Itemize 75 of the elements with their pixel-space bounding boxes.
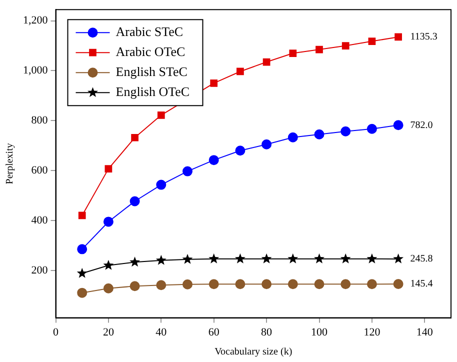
y-tick-label: 200 — [31, 264, 48, 276]
point — [235, 279, 246, 290]
point — [366, 253, 378, 264]
point — [366, 279, 377, 290]
x-tick-label: 100 — [311, 326, 328, 338]
legend-label: Arabic OTeC — [116, 44, 186, 60]
point — [261, 253, 272, 264]
x-tick-label: 120 — [364, 326, 381, 338]
point — [78, 212, 86, 220]
point — [182, 166, 192, 176]
point — [157, 111, 165, 119]
y-tick-label: 400 — [31, 214, 48, 226]
y-axis-title: Perplexity — [4, 143, 16, 184]
point — [76, 268, 88, 278]
point — [103, 216, 114, 227]
x-tick-label: 20 — [102, 326, 114, 338]
legend-label: English OTeC — [116, 84, 190, 100]
point — [262, 139, 272, 150]
point — [288, 279, 298, 290]
x-tick-label: 80 — [261, 326, 273, 338]
point — [130, 281, 140, 292]
point — [314, 253, 324, 264]
x-tick-label: 140 — [416, 326, 434, 338]
point — [289, 50, 297, 57]
point — [130, 256, 140, 267]
point — [340, 279, 351, 290]
point — [208, 279, 219, 290]
point — [182, 279, 192, 290]
point — [262, 279, 272, 290]
x-tick-label: 40 — [156, 326, 168, 338]
legend-label: Arabic STeC — [116, 24, 184, 40]
point — [340, 253, 351, 264]
point — [314, 129, 324, 140]
data-label: 145.4 — [410, 278, 433, 290]
point — [234, 253, 246, 264]
point — [366, 124, 377, 134]
point — [103, 283, 114, 294]
point — [103, 260, 114, 270]
point — [342, 42, 350, 50]
point — [104, 165, 112, 172]
data-label: 245.8 — [410, 254, 433, 265]
point — [393, 253, 404, 264]
point — [77, 288, 88, 298]
point — [262, 58, 270, 66]
data-label: 1135.3 — [410, 32, 438, 43]
point — [314, 279, 324, 290]
point — [394, 33, 402, 41]
point — [156, 280, 166, 290]
point — [236, 68, 244, 76]
point — [156, 254, 166, 265]
point — [235, 146, 246, 156]
y-tick-label: 800 — [31, 114, 48, 127]
point — [210, 80, 218, 87]
point — [131, 134, 138, 142]
point — [393, 279, 404, 290]
point — [368, 38, 376, 45]
point — [288, 253, 298, 264]
point — [182, 254, 193, 264]
point — [340, 126, 351, 136]
x-axis-title: Vocabulary size (k) — [214, 346, 292, 358]
x-tick-label: 0 — [53, 326, 59, 338]
point — [393, 120, 404, 130]
point — [288, 132, 298, 142]
y-tick-label: 1,200 — [23, 14, 48, 27]
y-tick-label: 1,000 — [23, 64, 48, 77]
point — [208, 155, 219, 166]
point — [156, 180, 166, 190]
y-tick-label: 600 — [31, 164, 48, 176]
point — [130, 196, 140, 206]
legend-label: English STeC — [116, 64, 188, 80]
data-label: 782.0 — [410, 120, 433, 131]
point — [208, 253, 220, 264]
x-tick-label: 60 — [208, 326, 220, 338]
point — [77, 244, 88, 254]
point — [316, 46, 323, 54]
